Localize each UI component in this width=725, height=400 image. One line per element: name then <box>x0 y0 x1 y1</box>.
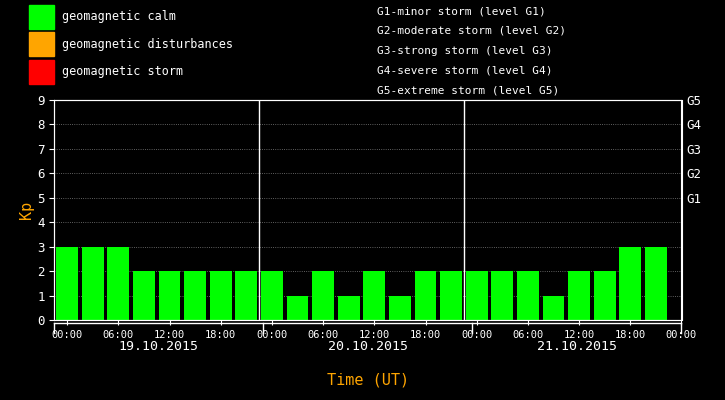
Bar <box>466 271 488 320</box>
Bar <box>184 271 206 320</box>
Bar <box>645 247 667 320</box>
Bar <box>286 296 308 320</box>
Bar <box>492 271 513 320</box>
Text: Time (UT): Time (UT) <box>327 372 409 388</box>
FancyBboxPatch shape <box>29 5 54 28</box>
Text: G2-moderate storm (level G2): G2-moderate storm (level G2) <box>377 26 566 36</box>
Bar <box>338 296 360 320</box>
Bar <box>568 271 590 320</box>
Bar <box>57 247 78 320</box>
Bar <box>210 271 231 320</box>
Bar <box>107 247 129 320</box>
Text: 19.10.2015: 19.10.2015 <box>119 340 199 352</box>
FancyBboxPatch shape <box>29 60 54 84</box>
Text: geomagnetic storm: geomagnetic storm <box>62 65 183 78</box>
Bar <box>236 271 257 320</box>
Text: geomagnetic disturbances: geomagnetic disturbances <box>62 38 233 51</box>
Bar <box>415 271 436 320</box>
Text: G4-severe storm (level G4): G4-severe storm (level G4) <box>377 65 552 75</box>
Text: 20.10.2015: 20.10.2015 <box>328 340 408 352</box>
Bar <box>261 271 283 320</box>
Bar <box>159 271 181 320</box>
Bar <box>542 296 564 320</box>
Text: G1-minor storm (level G1): G1-minor storm (level G1) <box>377 6 546 16</box>
Y-axis label: Kp: Kp <box>20 201 34 219</box>
Text: G3-strong storm (level G3): G3-strong storm (level G3) <box>377 46 552 56</box>
Bar <box>619 247 641 320</box>
Text: G5-extreme storm (level G5): G5-extreme storm (level G5) <box>377 85 559 95</box>
FancyBboxPatch shape <box>29 32 54 56</box>
Bar <box>363 271 385 320</box>
Bar <box>133 271 155 320</box>
Bar <box>440 271 462 320</box>
Text: 21.10.2015: 21.10.2015 <box>537 340 617 352</box>
Bar <box>517 271 539 320</box>
Bar <box>82 247 104 320</box>
Bar <box>594 271 616 320</box>
Text: geomagnetic calm: geomagnetic calm <box>62 10 175 23</box>
Bar <box>312 271 334 320</box>
Bar <box>389 296 411 320</box>
